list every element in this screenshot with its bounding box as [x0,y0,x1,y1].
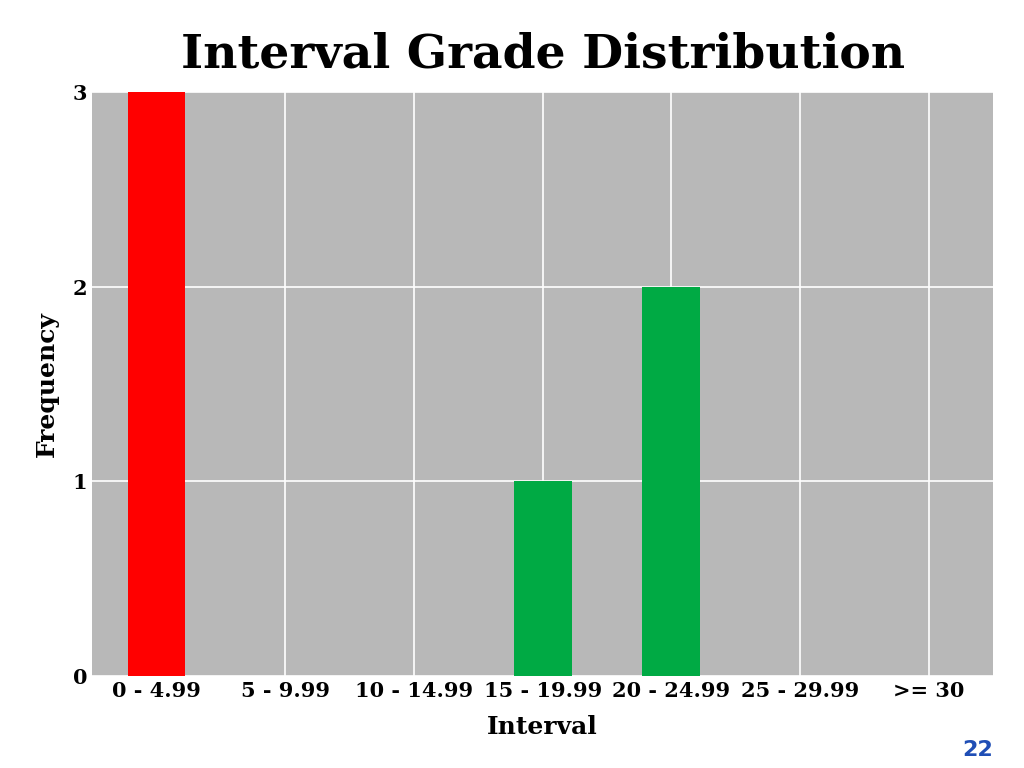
Text: 22: 22 [963,740,993,760]
Bar [128,92,185,676]
Title: Interval Grade Distribution: Interval Grade Distribution [180,31,905,77]
Bar [514,482,571,676]
Y-axis label: Frequency: Frequency [35,311,58,457]
Bar [642,286,700,676]
X-axis label: Interval: Interval [487,714,598,739]
